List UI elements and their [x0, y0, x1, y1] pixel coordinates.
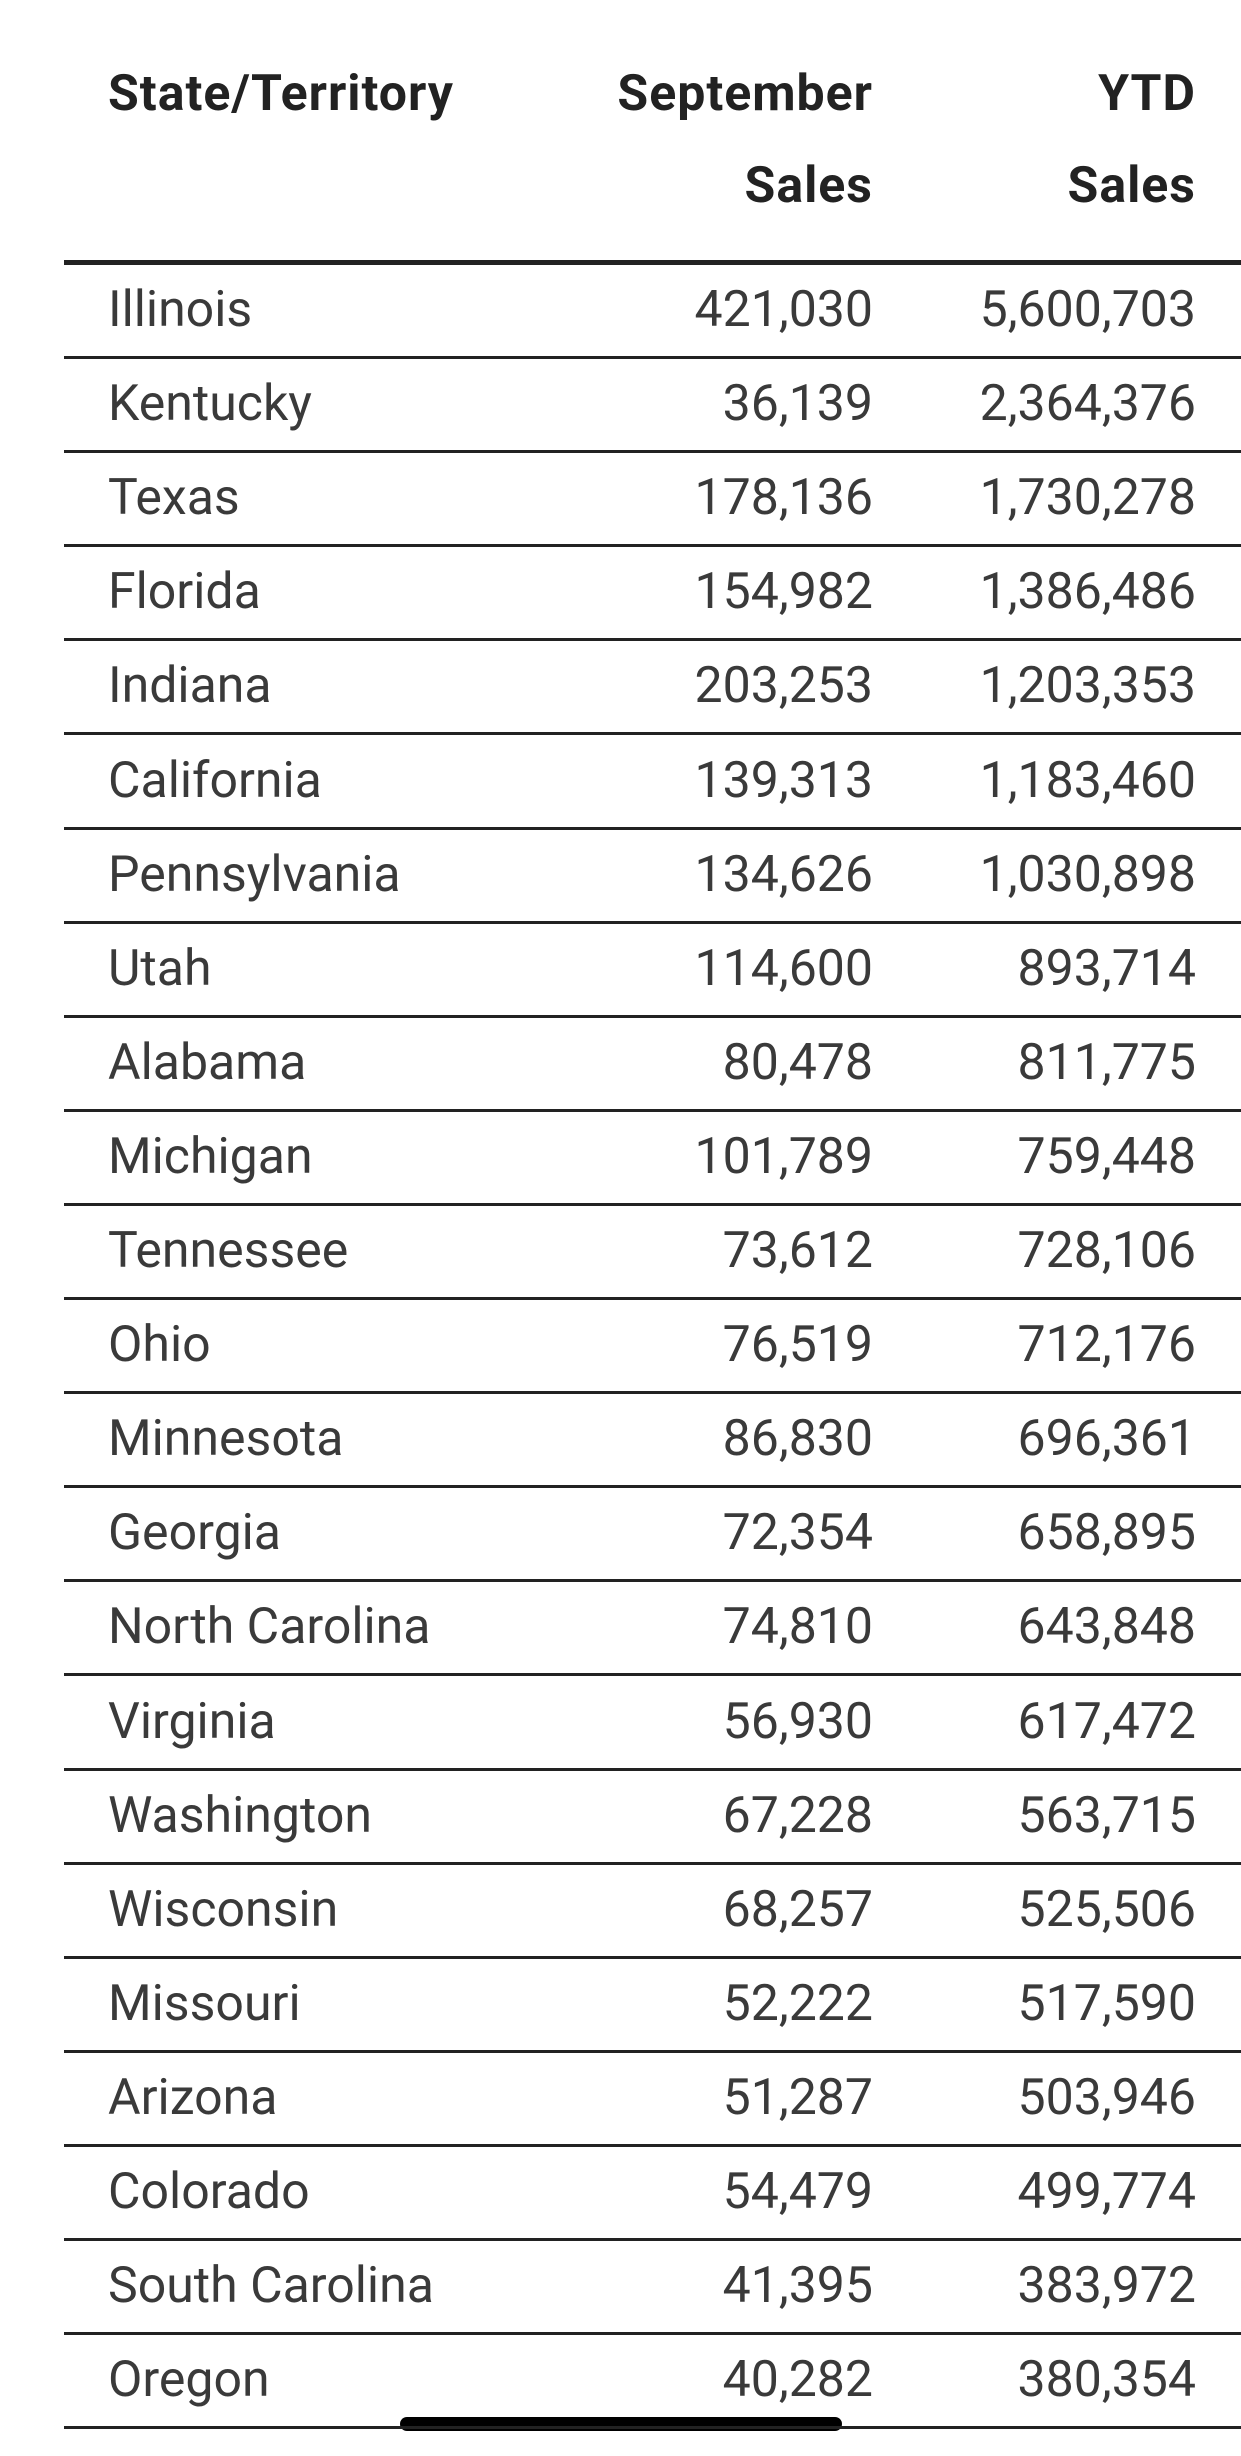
- state-name: Illinois: [108, 281, 253, 339]
- sales-value: 54,479: [722, 2163, 873, 2221]
- column-header: September: [617, 65, 873, 123]
- sales-value: 114,600: [694, 939, 873, 998]
- sales-value: 712,176: [1017, 1316, 1196, 1375]
- sales-value: 759,448: [1017, 1127, 1196, 1186]
- column-header: Sales: [744, 157, 873, 215]
- state-name: Ohio: [108, 1316, 211, 1375]
- column-header: YTD: [1098, 65, 1196, 123]
- state-name: Pennsylvania: [108, 845, 401, 904]
- row-rule: [64, 1579, 1241, 1583]
- row-rule: [64, 450, 1241, 454]
- state-name: Texas: [108, 469, 240, 528]
- row-rule: [64, 732, 1241, 736]
- row-rule: [64, 1108, 1241, 1112]
- row-rule: [64, 1014, 1241, 1018]
- row-rule: [64, 920, 1241, 924]
- sales-value: 73,612: [722, 1222, 873, 1280]
- row-rule: [64, 1391, 1241, 1395]
- row-rule: [64, 544, 1241, 548]
- sales-value: 617,472: [1017, 1692, 1196, 1751]
- column-header: Sales: [1067, 157, 1196, 215]
- sales-value: 154,982: [694, 563, 873, 622]
- row-rule: [64, 2332, 1241, 2336]
- sales-value: 67,228: [722, 1786, 873, 1845]
- sales-value: 74,810: [722, 1598, 873, 1657]
- sales-value: 68,257: [722, 1880, 873, 1939]
- state-name: Washington: [108, 1786, 372, 1845]
- row-rule: [64, 2049, 1241, 2053]
- sales-value: 86,830: [722, 1410, 873, 1469]
- sales-value: 696,361: [1017, 1410, 1196, 1469]
- state-name: Georgia: [108, 1504, 281, 1563]
- sales-value: 5,600,703: [979, 281, 1196, 339]
- sales-value: 40,282: [722, 2351, 873, 2410]
- sales-value: 1,386,486: [979, 563, 1196, 622]
- row-rule: [64, 2238, 1241, 2241]
- row-rule: [64, 1955, 1241, 1959]
- sales-value: 421,030: [694, 281, 873, 339]
- sales-value: 658,895: [1017, 1504, 1196, 1563]
- state-name: Wisconsin: [108, 1880, 339, 1939]
- row-rule: [64, 1673, 1241, 1677]
- state-name: South Carolina: [108, 2257, 434, 2316]
- sales-value: 76,519: [722, 1316, 873, 1375]
- state-name: North Carolina: [108, 1598, 431, 1657]
- state-name: Alabama: [108, 1033, 307, 1092]
- sales-value: 1,030,898: [979, 845, 1196, 904]
- row-rule: [64, 356, 1241, 359]
- row-rule: [64, 2426, 1241, 2430]
- state-name: Indiana: [108, 657, 272, 716]
- state-name: Missouri: [108, 1974, 301, 2033]
- sales-value: 36,139: [722, 375, 873, 434]
- sales-value: 563,715: [1017, 1786, 1196, 1845]
- sales-value: 811,775: [1017, 1033, 1196, 1092]
- sales-value: 139,313: [694, 751, 873, 810]
- column-header: State/Territory: [108, 65, 454, 123]
- state-name: Michigan: [108, 1127, 313, 1186]
- sales-value: 643,848: [1017, 1598, 1196, 1657]
- sales-value: 728,106: [1017, 1222, 1196, 1280]
- row-rule: [64, 1202, 1241, 1206]
- sales-value: 178,136: [694, 469, 873, 528]
- row-rule: [64, 826, 1241, 830]
- sales-value: 503,946: [1017, 2068, 1196, 2127]
- sales-value: 41,395: [722, 2257, 873, 2316]
- row-rule: [64, 638, 1241, 642]
- sales-value: 56,930: [722, 1692, 873, 1751]
- sales-value: 80,478: [722, 1033, 873, 1092]
- sales-value: 499,774: [1017, 2163, 1196, 2221]
- state-name: Colorado: [108, 2163, 310, 2221]
- state-name: California: [108, 751, 322, 810]
- row-rule: [64, 1861, 1241, 1865]
- state-name: Kentucky: [108, 375, 312, 434]
- sales-value: 1,203,353: [979, 657, 1196, 716]
- header-rule: [64, 260, 1241, 265]
- sales-value: 383,972: [1017, 2257, 1196, 2316]
- state-name: Florida: [108, 563, 261, 622]
- row-rule: [64, 1297, 1241, 1300]
- sales-value: 1,730,278: [979, 469, 1196, 528]
- sales-value: 525,506: [1017, 1880, 1196, 1939]
- sales-value: 2,364,376: [979, 375, 1196, 434]
- row-rule: [64, 2143, 1241, 2147]
- state-name: Virginia: [108, 1692, 276, 1751]
- row-rule: [64, 1485, 1241, 1489]
- sales-value: 380,354: [1017, 2351, 1196, 2410]
- state-name: Oregon: [108, 2351, 270, 2410]
- sales-value: 134,626: [694, 845, 873, 904]
- sales-value: 517,590: [1017, 1974, 1196, 2033]
- sales-value: 72,354: [722, 1504, 873, 1563]
- sales-value: 52,222: [722, 1974, 873, 2033]
- state-name: Tennessee: [108, 1222, 349, 1280]
- state-name: Utah: [108, 939, 212, 998]
- sales-value: 1,183,460: [979, 751, 1196, 810]
- sales-value: 893,714: [1017, 939, 1196, 998]
- state-name: Minnesota: [108, 1410, 344, 1469]
- row-rule: [64, 1767, 1241, 1771]
- sales-value: 203,253: [694, 657, 873, 716]
- state-name: Arizona: [108, 2068, 278, 2127]
- sales-value: 101,789: [694, 1127, 873, 1186]
- sales-value: 51,287: [722, 2068, 873, 2127]
